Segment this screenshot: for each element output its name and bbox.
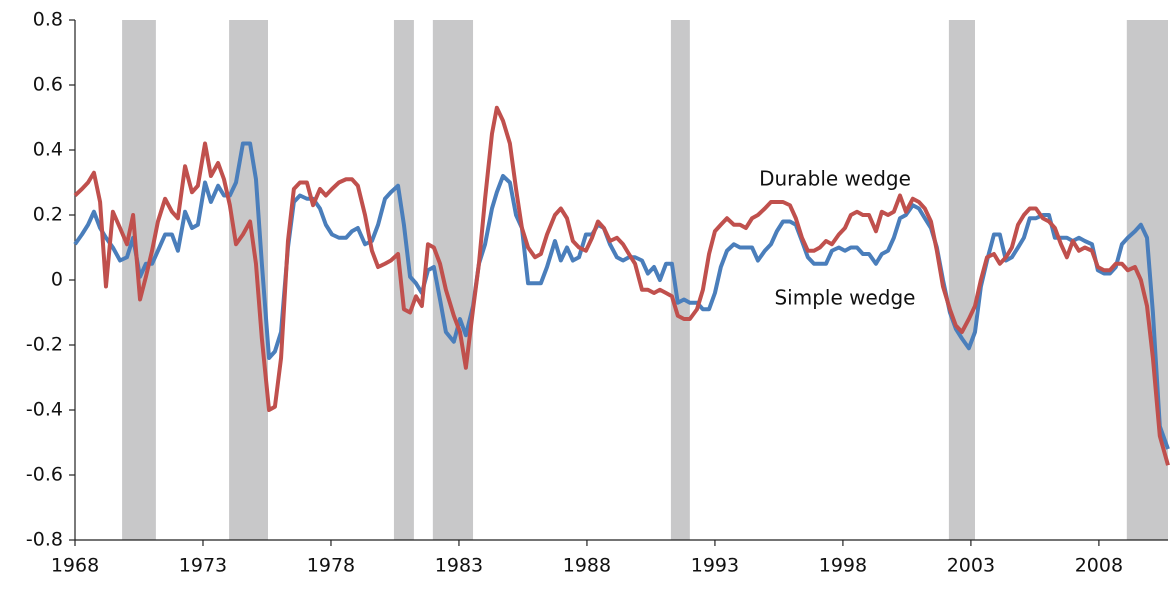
series-label: Durable wedge: [759, 167, 911, 191]
y-tick-label: 0.2: [33, 204, 63, 226]
x-tick-label: 1968: [51, 555, 99, 577]
y-tick-label: 0.6: [33, 74, 63, 96]
x-tick-label: 1998: [819, 555, 867, 577]
y-tick-label: 0.4: [33, 139, 63, 161]
y-tick-label: -0.8: [26, 529, 63, 551]
y-tick-label: -0.4: [26, 399, 63, 421]
shaded-span: [393, 20, 414, 540]
y-tick-label: -0.2: [26, 334, 63, 356]
y-tick-label: 0: [51, 269, 63, 291]
x-tick-label: 1978: [307, 555, 355, 577]
x-tick-label: 1983: [435, 555, 483, 577]
x-tick-label: 1993: [691, 555, 739, 577]
y-tick-label: 0.8: [33, 9, 63, 31]
shaded-span: [1126, 20, 1168, 540]
series-line: [73, 105, 1170, 466]
x-tick-label: 2008: [1075, 555, 1123, 577]
shaded-span: [948, 20, 975, 540]
x-tick-label: 2003: [947, 555, 995, 577]
x-tick-label: 1973: [179, 555, 227, 577]
shaded-span: [432, 20, 474, 540]
series-label: Simple wedge: [774, 286, 915, 310]
shaded-span: [670, 20, 690, 540]
x-tick-label: 1988: [563, 555, 611, 577]
y-tick-label: -0.6: [26, 464, 63, 486]
